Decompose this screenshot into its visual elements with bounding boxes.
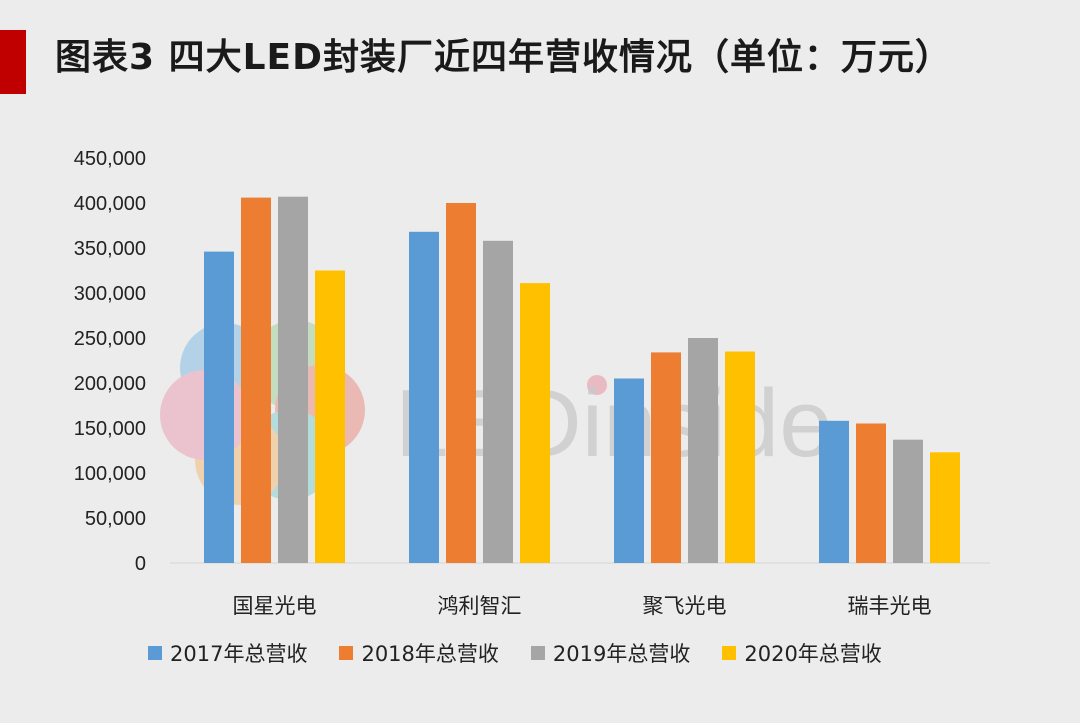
bar	[930, 452, 960, 563]
y-tick-label: 100,000	[74, 463, 146, 485]
legend-label: 2019年总营收	[552, 642, 691, 666]
legend-item: 2020年总营收	[722, 638, 882, 668]
legend-swatch	[148, 646, 162, 660]
bar	[856, 423, 886, 563]
y-tick-label: 300,000	[74, 283, 146, 305]
legend: 2017年总营收 2018年总营收 2019年总营收 2020年总营收	[148, 638, 914, 668]
title-accent-bar	[0, 30, 26, 94]
y-tick-label: 350,000	[74, 238, 146, 260]
legend-label: 2020年总营收	[744, 642, 882, 666]
bar	[204, 251, 234, 563]
bar	[614, 378, 644, 563]
y-tick-label: 450,000	[74, 148, 146, 170]
legend-swatch	[722, 646, 737, 660]
y-tick-label: 250,000	[74, 328, 146, 350]
y-tick-label: 50,000	[85, 508, 146, 530]
legend-label: 2017年总营收	[170, 642, 308, 666]
bar	[241, 197, 271, 563]
bars	[204, 196, 960, 564]
bar	[651, 352, 681, 563]
chart-title: 图表3 四大LED封装厂近四年营收情况（单位：万元）	[55, 37, 952, 78]
bar	[725, 351, 755, 563]
legend-item: 2017年总营收	[148, 638, 307, 668]
x-tick-label: 国星光电	[233, 594, 317, 618]
x-axis-labels: 国星光电 鸿利智汇 聚飞光电 瑞丰光电	[233, 594, 932, 618]
bar	[409, 231, 439, 564]
bar	[688, 338, 718, 563]
legend-swatch	[339, 646, 354, 660]
y-tick-label: 150,000	[74, 418, 146, 440]
x-tick-label: 聚飞光电	[643, 594, 727, 618]
x-tick-label: 鸿利智汇	[438, 594, 522, 618]
legend-item: 2018年总营收	[339, 638, 499, 668]
legend-swatch	[530, 646, 545, 660]
y-tick-label: 0	[135, 553, 146, 575]
legend-label: 2018年总营收	[361, 642, 499, 666]
bar	[278, 196, 308, 563]
x-tick-label: 瑞丰光电	[848, 594, 932, 618]
y-tick-label: 200,000	[74, 373, 146, 395]
bar	[893, 439, 923, 563]
bar	[520, 283, 550, 563]
bar	[446, 203, 476, 563]
y-axis-ticks: 0 50,000 100,000 150,000 200,000 250,000 300,0…	[74, 148, 146, 575]
bar	[819, 420, 849, 563]
watermark-dot-icon	[587, 375, 607, 395]
bar	[315, 270, 345, 563]
y-tick-label: 400,000	[74, 193, 146, 215]
legend-item: 2019年总营收	[530, 638, 691, 668]
bar	[483, 240, 513, 564]
